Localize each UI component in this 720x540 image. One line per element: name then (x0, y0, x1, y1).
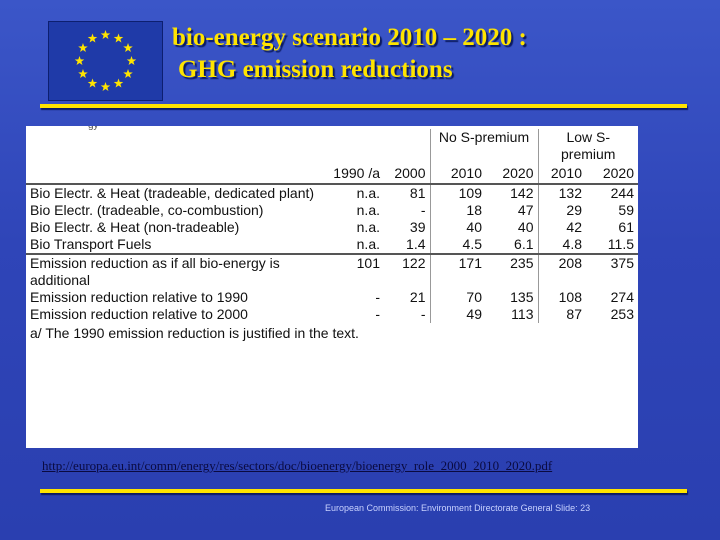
table-row: Bio Electr. (tradeable, co-combustion) n.… (26, 202, 638, 219)
row-value: 253 (610, 306, 634, 322)
table-footnote: a/ The 1990 emission reduction is justif… (30, 325, 359, 341)
row-value: - (375, 306, 380, 322)
row-value: 49 (429, 306, 486, 323)
row-value: 59 (618, 202, 634, 218)
row-value: - (375, 289, 380, 305)
row-value: 39 (409, 219, 426, 235)
row-value: 274 (610, 289, 634, 305)
row-label: Emission reduction as if all bio-energy … (30, 255, 280, 288)
clipped-text: gy (88, 126, 99, 131)
footnote-row: a/ The 1990 emission reduction is justif… (26, 323, 638, 342)
title-line-1: bio-energy scenario 2010 – 2020 : (172, 24, 527, 51)
table-row: Bio Electr. & Heat (tradeable, dedicated… (26, 184, 638, 202)
star-icon (126, 56, 137, 66)
row-value: n.a. (356, 219, 380, 235)
row-value: n.a. (356, 202, 380, 218)
star-icon (100, 30, 111, 40)
row-value: 109 (429, 184, 486, 202)
row-label: Bio Electr. & Heat (non-tradeable) (30, 219, 240, 235)
row-value: 113 (511, 306, 534, 322)
star-icon (100, 82, 111, 92)
row-value: 40 (429, 219, 486, 236)
source-link[interactable]: http://europa.eu.int/comm/energy/res/sec… (42, 458, 553, 473)
star-icon (87, 33, 98, 43)
star-icon (113, 78, 124, 88)
row-value: 235 (510, 255, 534, 271)
star-icon (87, 78, 98, 88)
star-icon (78, 69, 88, 79)
row-value: 4.8 (537, 236, 586, 255)
column-header: 2020 (586, 163, 638, 185)
row-value: 208 (537, 254, 586, 289)
row-value: 4.5 (429, 236, 486, 255)
row-value: 244 (610, 185, 634, 201)
column-header: 2020 (486, 163, 538, 185)
table-row: Emission reduction relative to 2000- -49 1… (26, 306, 638, 323)
row-value: 101 (356, 255, 380, 271)
row-value: 47 (517, 202, 534, 218)
group-header-row: No S-premium Low S-premium (26, 129, 638, 163)
eu-flag-icon (48, 21, 163, 101)
row-value: - (420, 306, 426, 322)
row-value: 1.4 (384, 236, 430, 255)
group-header-no-premium: No S-premium (429, 129, 538, 163)
row-value: 142 (510, 185, 534, 201)
emissions-table-image: gy No S-premium Low S-premium 1990 /a 20… (26, 126, 638, 448)
row-value: n.a. (356, 185, 380, 201)
column-header: 2010 (537, 163, 586, 185)
slide-footer: European Commission: Environment Directo… (325, 503, 591, 513)
row-value: 81 (409, 185, 426, 201)
row-value: 122 (402, 255, 426, 271)
table-row: Bio Electr. & Heat (non-tradeable) n.a. 39… (26, 219, 638, 236)
row-value: 87 (537, 306, 586, 323)
row-label: Emission reduction relative to 1990 (30, 289, 248, 305)
star-icon (78, 43, 88, 53)
star-icon (113, 33, 124, 43)
row-value: 42 (537, 219, 586, 236)
group-header-low-premium: Low S-premium (537, 129, 638, 163)
table-row: Bio Transport Fuels n.a. 1.4 4.5 6.1 4.8 11.5 (26, 236, 638, 255)
row-value: 135 (510, 289, 534, 305)
slide-title: bio-energy scenario 2010 – 2020 : GHG em… (172, 22, 692, 86)
title-line-2: GHG emission reductions (178, 56, 453, 83)
emissions-table: No S-premium Low S-premium 1990 /a 2000 … (26, 129, 638, 342)
star-icon (123, 43, 133, 53)
row-value: - (420, 202, 426, 218)
bottom-divider (40, 489, 687, 493)
table-row: Emission reduction as if all bio-energy … (26, 254, 638, 289)
row-value: 171 (429, 254, 486, 289)
row-label: Bio Electr. & Heat (tradeable, dedicated… (30, 185, 315, 201)
column-header: 2010 (429, 163, 486, 185)
column-header-row: 1990 /a 2000 2010 2020 2010 2020 (26, 163, 638, 185)
table-row: Emission reduction relative to 1990 - 21 70… (26, 289, 638, 306)
column-header: 1990 /a (326, 163, 384, 185)
row-value: 11.5 (586, 236, 638, 255)
row-value: 70 (429, 289, 486, 306)
row-value: 29 (537, 202, 586, 219)
column-header: 2000 (384, 163, 430, 185)
row-value: 132 (537, 184, 586, 202)
row-value: 108 (537, 289, 586, 306)
row-value: 40 (517, 219, 534, 235)
row-value: 6.1 (486, 236, 538, 255)
row-label: Bio Electr. (tradeable, co-combustion) (30, 202, 264, 218)
star-icon (123, 69, 133, 79)
row-label: Emission reduction relative to 2000 (30, 306, 248, 322)
row-value: 21 (409, 289, 426, 305)
row-value: n.a. (326, 236, 384, 255)
top-divider (40, 104, 687, 108)
table-body: Bio Electr. & Heat (tradeable, dedicated… (26, 184, 638, 323)
row-value: 18 (429, 202, 486, 219)
row-value: 61 (618, 219, 634, 235)
star-icon (74, 56, 85, 66)
row-label: Bio Transport Fuels (26, 236, 326, 255)
row-value: 375 (610, 255, 634, 271)
column-header (26, 163, 326, 185)
